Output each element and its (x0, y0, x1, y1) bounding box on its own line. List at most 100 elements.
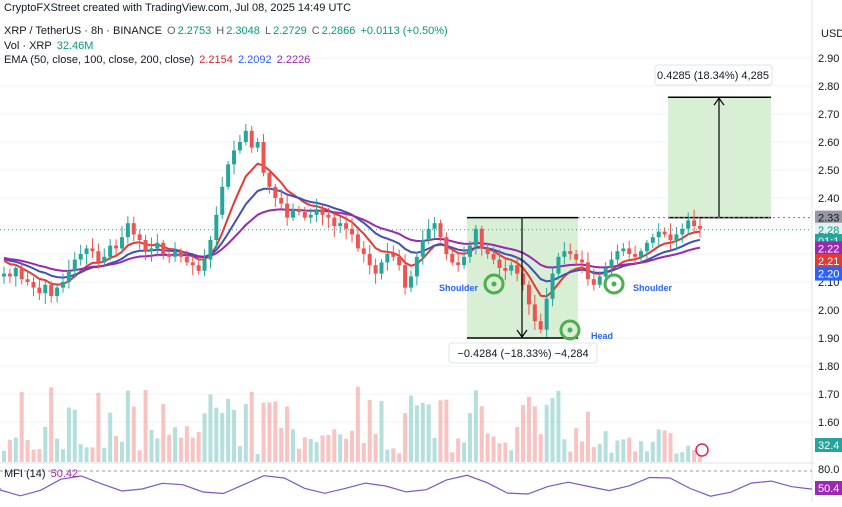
candle-body (603, 268, 608, 277)
low-value: 2.2729 (273, 25, 307, 37)
mfi-line (0, 474, 813, 497)
volume-bar (37, 449, 42, 462)
candle-body (108, 245, 113, 257)
candle-body (621, 248, 626, 252)
volume-bar (13, 437, 18, 462)
ema50-value: 2.2154 (199, 54, 233, 66)
volume-bar (43, 426, 48, 462)
candle-body (532, 304, 537, 322)
candle-body (485, 248, 490, 254)
volume-bar (296, 448, 301, 462)
volume-bar (214, 407, 219, 462)
candle-body (78, 254, 83, 260)
candle-body (155, 242, 160, 249)
volume-bar (373, 433, 378, 462)
candle-body (650, 237, 655, 243)
volume-bar (178, 437, 183, 462)
volume-bar (125, 390, 130, 462)
pattern-marker (603, 273, 625, 295)
volume-bar (131, 406, 136, 462)
candle-body (515, 265, 520, 274)
mfi-value: 50.42 (50, 468, 79, 480)
candle-body (420, 240, 425, 257)
candle-body (668, 234, 673, 240)
volume-bar (633, 451, 638, 462)
mfi-label-row[interactable]: MFI (14) 50.42 (4, 468, 79, 480)
volume-bar (591, 447, 596, 462)
price-tick: 2.90 (818, 53, 839, 65)
volume-bar (232, 409, 237, 462)
volume-row[interactable]: Vol · XRP 32.46M (4, 40, 94, 52)
price-tick: 1.90 (818, 333, 839, 345)
candle-body (161, 242, 166, 254)
open-value: 2.2753 (177, 25, 212, 37)
candle-body (326, 214, 331, 218)
volume-bar (84, 447, 89, 462)
volume-bar (96, 392, 101, 462)
candle-body (414, 256, 419, 277)
candle-body (686, 220, 691, 229)
candle-body (467, 245, 472, 257)
candle-body (90, 248, 95, 252)
currency-label: USD (821, 28, 842, 40)
volume-bar (161, 403, 166, 462)
volume-bar (7, 439, 12, 462)
volume-bar (521, 405, 526, 462)
volume-tag-bg (815, 438, 842, 452)
target-label-box (654, 64, 773, 86)
candle-body (538, 321, 543, 330)
candle-body (285, 203, 290, 218)
candle-body (60, 282, 65, 288)
volume-bar (403, 413, 408, 462)
candle-body (19, 268, 24, 280)
volume-bar (173, 427, 178, 462)
candle-body (243, 130, 248, 142)
volume-bar (196, 431, 201, 462)
candle-body (190, 262, 195, 266)
candle-body (296, 209, 301, 212)
volume-bar (226, 398, 231, 462)
chart-credit: CryptoFXStreet created with TradingView.… (4, 2, 352, 14)
price-tick: 1.60 (818, 417, 839, 429)
candle-body (385, 254, 390, 263)
volume-bar (344, 438, 349, 462)
candle-body (308, 214, 313, 218)
volume-bar (119, 441, 124, 462)
candle-body (114, 245, 119, 249)
volume-bar (332, 429, 337, 462)
volume-bar (444, 399, 449, 462)
price-tick: 2.40 (818, 193, 839, 205)
volume-bar (556, 390, 561, 462)
candle-body (125, 223, 130, 238)
volume-bar (108, 412, 113, 462)
candle-body (232, 150, 237, 165)
volume-bar (190, 437, 195, 462)
price-tick: 2.60 (818, 137, 839, 149)
volume-bar (509, 450, 514, 462)
volume-bar (60, 449, 65, 462)
ema200-tag: 2.22 (818, 243, 839, 255)
candle-body (627, 248, 632, 254)
target-arrowhead (713, 97, 725, 106)
candle-body (226, 164, 231, 187)
volume-bar (479, 406, 484, 462)
volume-bar (662, 430, 667, 462)
candle-body (644, 242, 649, 252)
candle-body (379, 262, 384, 274)
volume-bar (526, 396, 531, 462)
volume-bar (538, 434, 543, 462)
candle-body (550, 273, 555, 299)
volume-bar (603, 431, 608, 462)
candle-body (367, 254, 372, 266)
candle-body (137, 234, 142, 240)
volume-bar (597, 444, 602, 462)
volume-value: 32.46M (56, 40, 94, 52)
ema200-line (3, 208, 701, 272)
volume-bar (414, 405, 419, 462)
candle-body (350, 228, 354, 235)
ema-row[interactable]: EMA (50, close, 100, close, 200, close) … (4, 54, 311, 66)
price-tick: 2.70 (818, 109, 839, 121)
volume-bar (574, 428, 579, 462)
